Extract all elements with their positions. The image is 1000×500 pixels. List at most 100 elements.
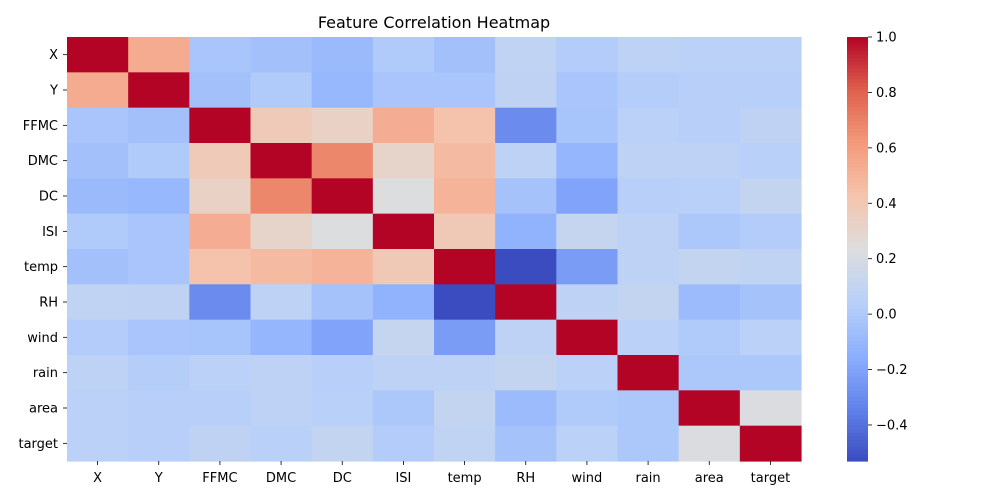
row-label-y: Y [49,84,58,99]
colorbar-segment [847,411,868,416]
cell-ffmc-ffmc [189,107,252,144]
cell-rh-target [739,284,802,321]
cell-wind-wind [556,319,619,356]
colorbar-segment [847,376,868,381]
colorbar-segment [847,249,868,254]
cell-rain-target [739,355,802,391]
colorbar-segment [847,210,868,215]
colorbar-segment [847,379,868,384]
cell-rain-temp [434,355,496,391]
colorbar-segment [847,453,868,459]
cell-ffmc-dmc [250,107,313,144]
colorbar-segment [847,37,868,42]
cell-rain-y [128,355,190,391]
cell-rh-x [67,284,129,321]
colorbar-segment [847,185,868,190]
cell-y-area [678,72,741,109]
cell-target-ffmc [189,425,252,462]
cell-wind-area [678,319,741,356]
cell-wind-target [739,319,802,356]
cell-isi-rh [495,213,557,250]
colorbar-segment [847,280,868,285]
cell-x-wind [556,37,619,73]
colorbar-segment [847,107,868,112]
cell-temp-isi [372,249,435,285]
colorbar-segment [847,86,868,91]
colorbar-segment [847,408,868,413]
row-label-dc: DC [39,190,58,205]
cell-temp-rh [495,249,557,285]
colorbar-segment [847,234,868,239]
colorbar-segment [847,146,868,151]
cell-target-target [739,425,802,462]
cell-dc-rh [495,178,557,215]
colorbar-segment [847,415,868,420]
colorbar-segment [847,121,868,126]
cell-x-rain [617,37,680,73]
cell-temp-wind [556,249,619,285]
colorbar-segment [847,277,868,282]
cell-temp-rain [617,249,680,285]
colorbar-segment [847,118,868,123]
cell-area-ffmc [189,390,252,427]
cell-rain-rain [617,355,680,391]
colorbar-tick-label: 0.0 [876,308,897,323]
cell-dmc-rh [495,143,557,179]
row-label-dmc: DMC [28,154,58,169]
cell-rh-rh [495,284,557,321]
colorbar-segment [847,75,868,80]
cell-temp-temp [434,249,496,285]
colorbar-segment [847,302,868,307]
cell-x-rh [495,37,557,73]
cell-x-ffmc [189,37,252,73]
cell-rain-dc [311,355,374,391]
cell-ffmc-rh [495,107,557,144]
colorbar-segment [847,51,868,56]
cell-area-isi [372,390,435,427]
colorbar-segment [847,287,868,292]
colorbar-segment [847,199,868,204]
column-label-y: Y [154,471,163,486]
cell-dmc-dc [311,143,374,179]
column-label-rain: rain [635,471,660,486]
colorbar-segment [847,171,868,176]
column-label-wind: wind [572,471,603,486]
colorbar-segment [847,362,868,367]
cell-x-dc [311,37,374,73]
cell-area-wind [556,390,619,427]
column-label-area: area [695,471,724,486]
cell-dc-dmc [250,178,313,215]
cell-y-isi [372,72,435,109]
cell-rh-wind [556,284,619,321]
cell-target-x [67,425,129,462]
column-label-temp: temp [448,471,482,486]
cell-wind-x [67,319,129,356]
colorbar-segment [847,263,868,268]
cell-dc-dc [311,178,374,215]
row-label-area: area [29,402,58,417]
colorbar-segment [847,164,868,169]
colorbar-tick-label: 0.6 [876,141,897,156]
colorbar-segment [847,206,868,211]
cell-rh-temp [434,284,496,321]
row-labels: X Y FFMC DMC DC ISI temp RH wind rain area target [18,48,67,452]
colorbar-tick-label: 0.8 [876,86,897,101]
row-label-target: target [18,437,58,452]
colorbar-segment [847,143,868,148]
column-labels: X Y FFMC DMC DC ISI temp RH wind rain area target [93,461,790,486]
cell-wind-temp [434,319,496,356]
colorbar-segment [847,333,868,338]
cell-rain-x [67,355,129,391]
colorbar-segment [847,312,868,317]
colorbar-segment [847,178,868,183]
colorbar-segment [847,291,868,296]
colorbar-tick-label: 1.0 [876,31,897,46]
cell-wind-rh [495,319,557,356]
cell-dc-isi [372,178,435,215]
colorbar-segment [847,241,868,247]
colorbar-segment [847,316,868,321]
colorbar-tick-label: 0.4 [876,197,897,212]
heatmap-cells [67,37,802,462]
cell-ffmc-y [128,107,190,144]
row-label-x: X [49,48,58,63]
